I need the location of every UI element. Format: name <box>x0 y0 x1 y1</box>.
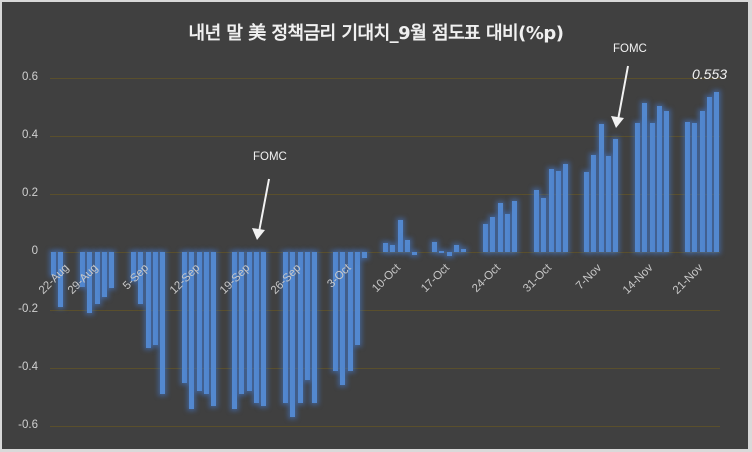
bar <box>439 250 445 253</box>
gridline <box>50 426 720 427</box>
bar <box>446 252 452 257</box>
arrow-icon <box>611 65 629 128</box>
bar <box>404 240 410 252</box>
bar <box>283 252 288 403</box>
bar <box>390 244 396 252</box>
bar <box>362 252 367 258</box>
bar <box>304 252 310 380</box>
bar <box>497 202 503 252</box>
bar <box>347 252 353 371</box>
bar <box>412 252 417 255</box>
bar <box>490 217 496 252</box>
bar <box>649 122 655 252</box>
bar <box>656 105 662 252</box>
bar <box>232 252 237 409</box>
bar <box>605 156 611 252</box>
bar <box>699 111 705 252</box>
bar <box>101 252 107 297</box>
bar <box>297 252 303 403</box>
bar <box>692 122 698 252</box>
bar <box>613 138 618 252</box>
gridline <box>50 136 720 137</box>
bar <box>635 122 640 252</box>
bar <box>290 252 296 418</box>
y-tick-label: 0 <box>31 245 38 257</box>
bar <box>246 252 252 392</box>
bar <box>548 169 554 252</box>
fomc-annotation-nov: FOMC <box>613 43 647 55</box>
bar <box>642 102 648 252</box>
bar <box>512 201 517 252</box>
y-tick-label: 0.2 <box>22 187 38 199</box>
last-value-label: 0.553 <box>692 66 728 82</box>
bar <box>58 252 64 308</box>
y-tick-label: 0.4 <box>22 129 38 141</box>
bar <box>383 243 388 252</box>
bar <box>541 198 547 252</box>
bar <box>534 189 539 252</box>
bar <box>160 252 165 395</box>
bar <box>182 252 187 383</box>
bar <box>196 252 202 392</box>
bar <box>87 252 93 313</box>
gridline <box>50 252 720 253</box>
gridline <box>50 78 720 79</box>
bar <box>483 224 488 252</box>
bar <box>591 154 597 252</box>
bar <box>340 252 346 386</box>
chart-title: 내년 말 美 정책금리 기대치_9월 점도표 대비(%p) <box>188 23 564 44</box>
gridline <box>50 194 720 195</box>
bar <box>253 252 259 403</box>
bar <box>80 252 85 287</box>
bar <box>94 252 100 305</box>
bar <box>203 252 209 395</box>
y-tick-label: 0.6 <box>22 71 38 83</box>
bar <box>563 163 568 252</box>
bar <box>584 172 589 252</box>
bar <box>453 244 459 252</box>
bar <box>131 252 136 281</box>
gridline <box>50 368 720 369</box>
bar <box>312 252 317 403</box>
bar <box>664 111 669 252</box>
bar <box>685 121 690 252</box>
bar <box>152 252 158 345</box>
bar <box>138 252 144 305</box>
bar <box>504 214 510 252</box>
bar <box>333 252 338 371</box>
bar <box>432 241 437 252</box>
gridline <box>50 310 720 311</box>
arrow-icon <box>252 178 270 240</box>
bar <box>261 252 266 406</box>
y-tick-label: -0.2 <box>18 303 38 315</box>
y-tick-label: -0.4 <box>18 361 38 373</box>
bar <box>714 91 719 252</box>
bar <box>706 96 712 252</box>
bar <box>397 220 403 252</box>
bar <box>555 170 561 252</box>
bar <box>211 252 216 406</box>
bar <box>239 252 245 395</box>
y-tick-label: -0.6 <box>18 419 38 431</box>
bar <box>189 252 195 409</box>
bar <box>51 252 56 276</box>
bar <box>354 252 360 345</box>
bar <box>598 124 604 252</box>
bar <box>461 249 466 252</box>
bar <box>109 252 114 289</box>
fomc-annotation-sep: FOMC <box>253 151 287 163</box>
bar <box>145 252 151 348</box>
